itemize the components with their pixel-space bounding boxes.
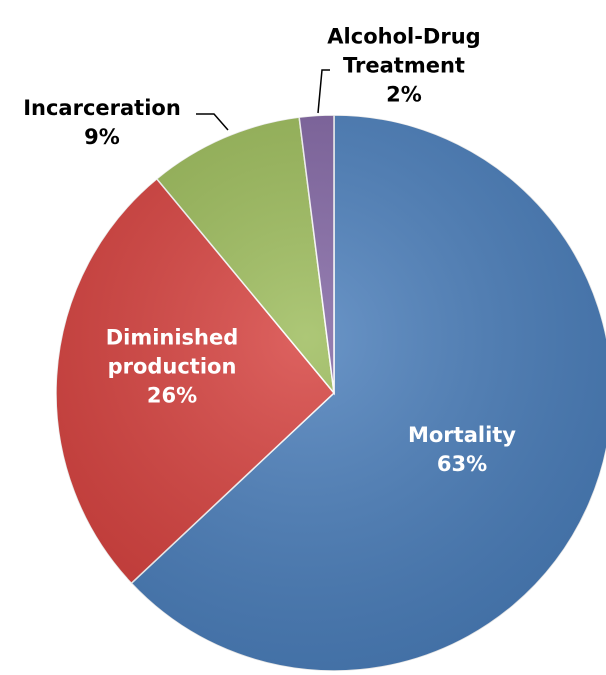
slice-label: Diminished production 26% — [87, 324, 257, 411]
leader-line — [317, 69, 330, 114]
slice-label: Mortality 63% — [352, 421, 572, 479]
value-label: 26% — [146, 383, 198, 408]
value-label: 9% — [84, 125, 120, 149]
category-label: Alcohol-Drug Treatment — [327, 24, 481, 78]
slice-label: Incarceration 9% — [2, 94, 202, 152]
category-label: Mortality — [407, 423, 516, 447]
category-label: Incarceration — [23, 96, 181, 120]
value-label: 63% — [436, 452, 488, 476]
leader-line — [196, 113, 229, 131]
category-label: Diminished production — [105, 325, 239, 379]
value-label: 2% — [386, 82, 422, 107]
slice-label: Alcohol-Drug Treatment 2% — [314, 23, 494, 110]
